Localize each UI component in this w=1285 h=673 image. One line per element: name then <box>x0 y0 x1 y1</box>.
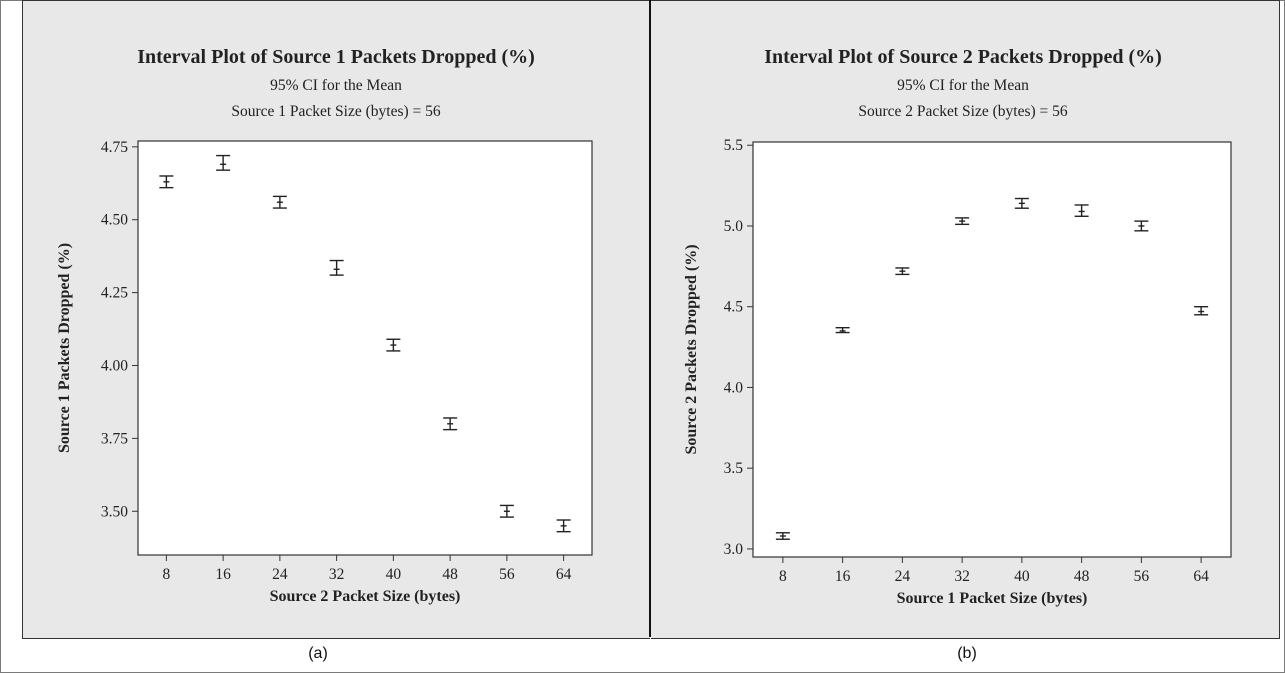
y-tick-label: 5.5 <box>724 137 744 154</box>
chart-subtitle-1: 95% CI for the Mean <box>897 77 1029 94</box>
interval-24 <box>272 195 287 209</box>
chart-panel-b: Interval Plot of Source 2 Packets Droppe… <box>651 0 1280 639</box>
x-tick-label: 24 <box>895 568 911 585</box>
interval-40 <box>1014 197 1029 209</box>
x-tick-label: 24 <box>272 566 288 583</box>
x-tick-label: 16 <box>835 568 851 585</box>
interval-64 <box>1194 306 1209 316</box>
interval-56 <box>1134 220 1149 232</box>
panel-divider <box>649 0 651 637</box>
y-axis-label: Source 1 Packets Dropped (%) <box>56 243 73 453</box>
x-tick-label: 48 <box>1074 568 1090 585</box>
interval-48 <box>443 417 458 431</box>
y-tick-label: 4.25 <box>101 285 128 302</box>
caption-b: (b) <box>957 645 977 662</box>
x-axis-label: Source 1 Packet Size (bytes) <box>897 590 1088 607</box>
x-axis-label: Source 2 Packet Size (bytes) <box>270 588 461 605</box>
y-tick-label: 5.0 <box>724 218 744 235</box>
interval-8 <box>775 532 790 540</box>
y-axis-label: Source 2 Packets Dropped (%) <box>683 244 700 454</box>
interval-48 <box>1074 204 1089 217</box>
interval-24 <box>895 267 910 276</box>
chart-title: Interval Plot of Source 1 Packets Droppe… <box>137 46 535 68</box>
interval-40 <box>386 338 401 352</box>
x-tick-label: 56 <box>499 566 515 583</box>
x-tick-label: 64 <box>1193 568 1209 585</box>
x-tick-label: 56 <box>1134 568 1150 585</box>
interval-56 <box>499 504 514 518</box>
x-tick-label: 32 <box>954 568 970 585</box>
interval-16 <box>835 327 850 334</box>
x-tick-label: 40 <box>1014 568 1030 585</box>
x-tick-label: 32 <box>329 566 345 583</box>
interval-16 <box>216 154 231 171</box>
interval-32 <box>955 217 970 226</box>
x-tick-label: 64 <box>556 566 572 583</box>
y-tick-label: 4.50 <box>101 212 128 229</box>
plot-area <box>752 141 1232 558</box>
interval-32 <box>329 259 344 276</box>
caption-a: (a) <box>308 645 328 662</box>
y-tick-label: 3.50 <box>101 503 128 520</box>
x-tick-label: 40 <box>386 566 402 583</box>
x-tick-label: 16 <box>215 566 231 583</box>
chart-panel-a: Interval Plot of Source 1 Packets Droppe… <box>22 0 650 639</box>
x-tick-label: 8 <box>779 568 787 585</box>
chart-subtitle-2: Source 1 Packet Size (bytes) = 56 <box>231 103 441 120</box>
x-tick-label: 8 <box>163 566 171 583</box>
chart-b-svg: Interval Plot of Source 2 Packets Droppe… <box>683 46 1232 607</box>
y-tick-label: 4.0 <box>724 379 744 396</box>
plot-area <box>137 140 593 556</box>
interval-8 <box>159 175 174 189</box>
y-tick-label: 4.75 <box>101 139 128 156</box>
chart-a-svg: Interval Plot of Source 1 Packets Droppe… <box>56 46 593 605</box>
y-tick-label: 4.5 <box>724 299 744 316</box>
chart-subtitle-1: 95% CI for the Mean <box>270 77 402 94</box>
chart-title: Interval Plot of Source 2 Packets Droppe… <box>764 46 1162 68</box>
y-tick-label: 4.00 <box>101 357 128 374</box>
x-tick-label: 48 <box>442 566 458 583</box>
y-tick-label: 3.5 <box>724 460 744 477</box>
chart-subtitle-2: Source 2 Packet Size (bytes) = 56 <box>858 103 1068 120</box>
y-tick-label: 3.0 <box>724 541 744 558</box>
y-tick-label: 3.75 <box>101 430 128 447</box>
interval-64 <box>556 519 571 533</box>
